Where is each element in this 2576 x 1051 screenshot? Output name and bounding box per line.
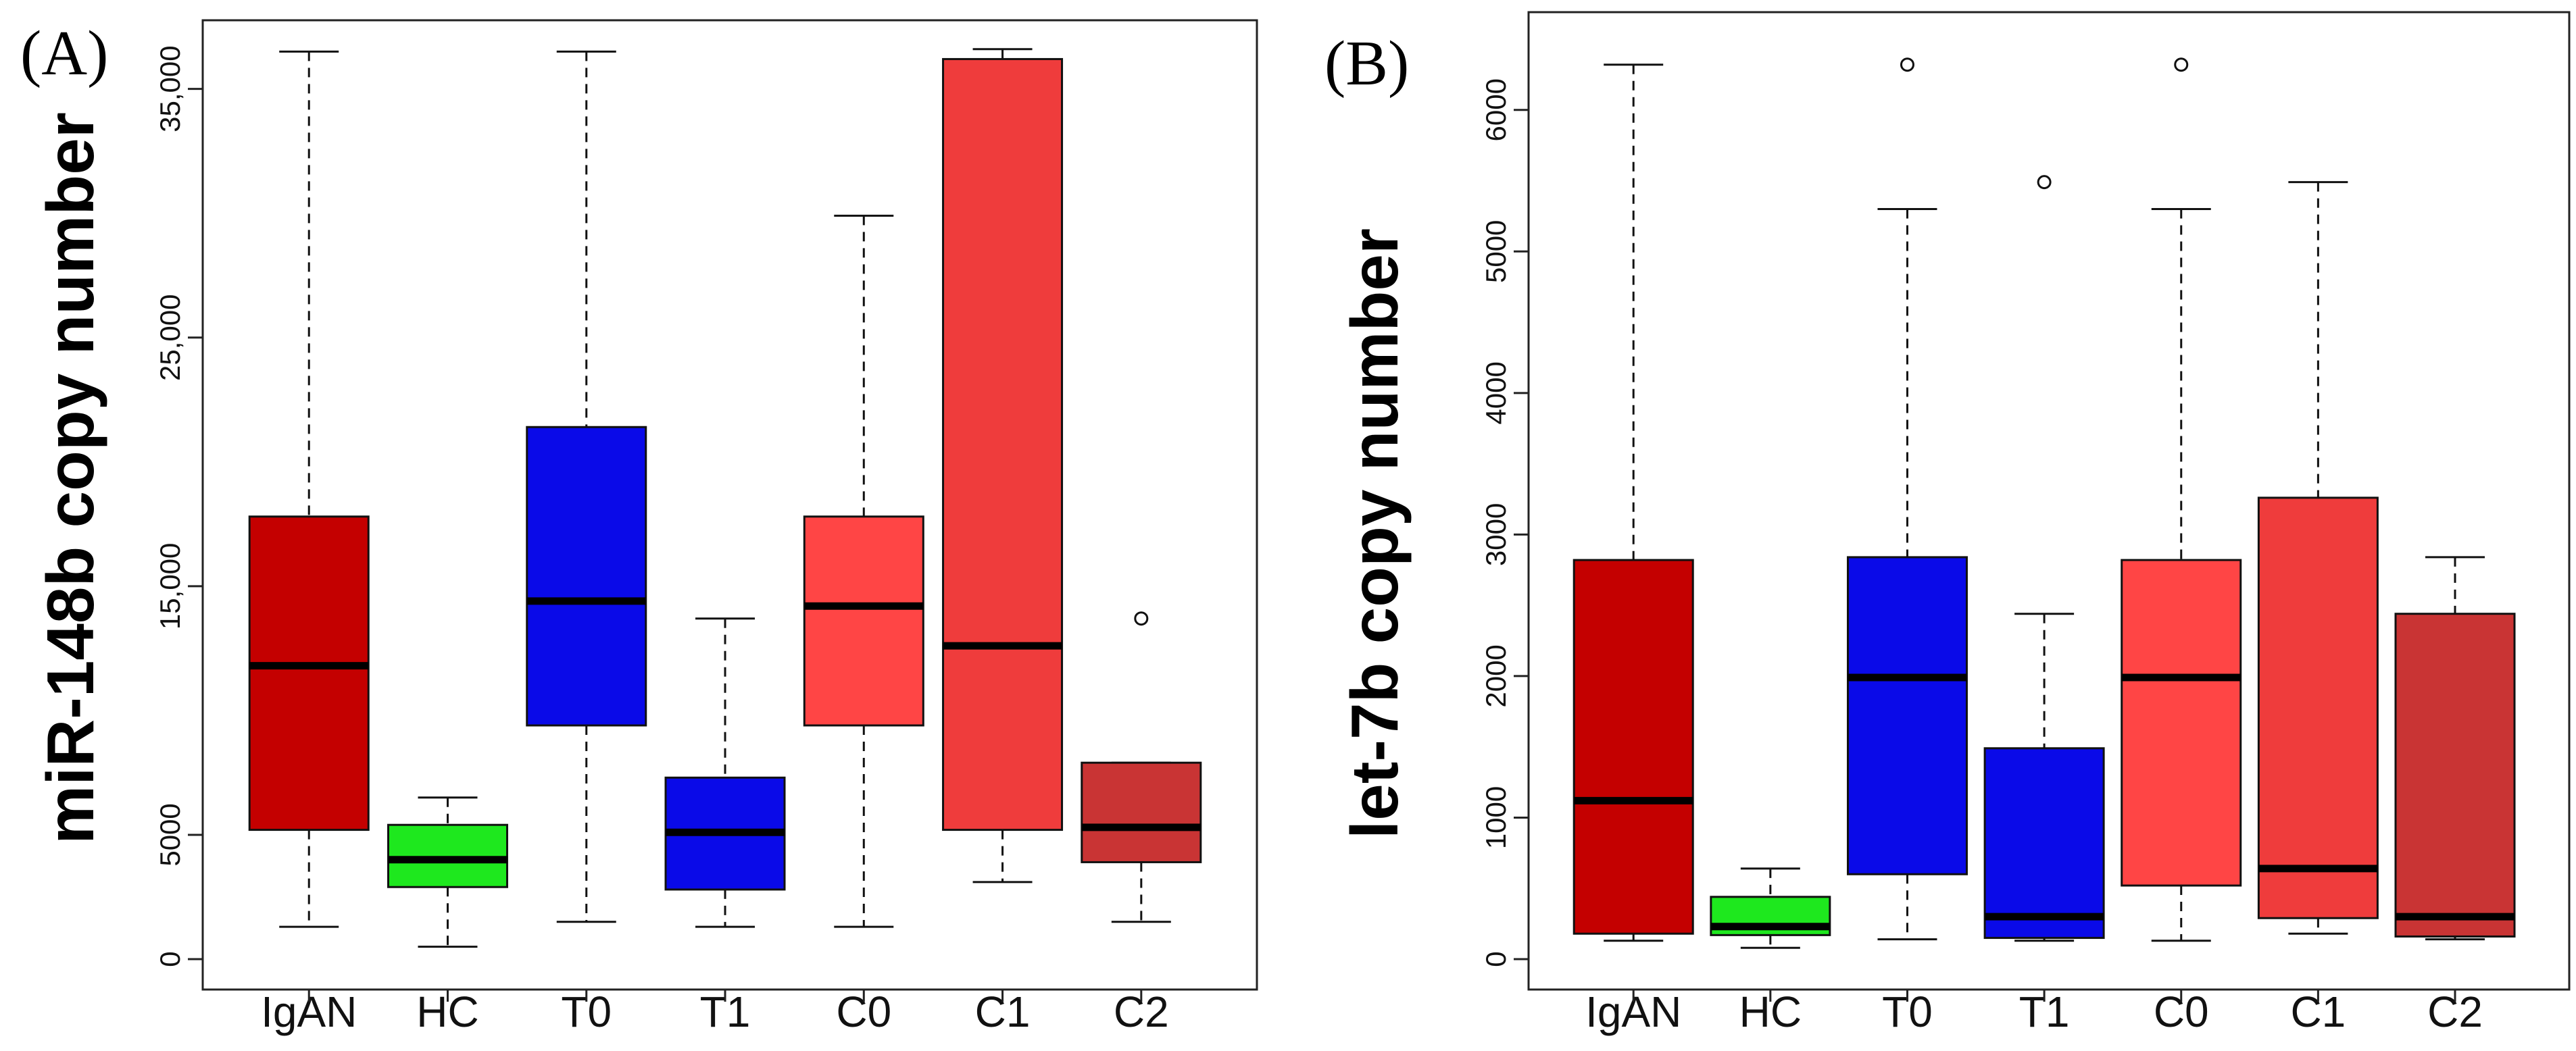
outlier-point bbox=[2037, 175, 2052, 190]
panel-a-boxes bbox=[248, 48, 1202, 948]
panel-b-y-axis: 0 1000 2000 3000 4000 5000 6000 bbox=[1480, 78, 1529, 967]
panel-b-label: (B) bbox=[1324, 28, 1409, 99]
box-body bbox=[248, 515, 370, 831]
box-group bbox=[1572, 63, 1694, 942]
y-tick-label: 0 bbox=[154, 951, 186, 967]
box-group bbox=[1846, 57, 1968, 941]
panel-b-boxes bbox=[1572, 57, 2516, 949]
box-group bbox=[1983, 175, 2105, 942]
y-tick-label: 5000 bbox=[154, 803, 186, 866]
box-body bbox=[387, 823, 508, 888]
box-group bbox=[387, 796, 508, 948]
y-tick-label: 3000 bbox=[1480, 503, 1512, 566]
box-group bbox=[2121, 57, 2242, 942]
y-tick-label: 15,000 bbox=[154, 543, 186, 630]
box-body bbox=[2121, 559, 2242, 887]
panel-a-y-axis: 0 5000 15,000 25,000 35,000 bbox=[154, 45, 203, 967]
y-tick-label: 25,000 bbox=[154, 294, 186, 380]
box-group bbox=[2257, 181, 2379, 935]
panel-a-label: (A) bbox=[20, 18, 109, 88]
box-body bbox=[2257, 496, 2379, 919]
y-tick-label: 5000 bbox=[1480, 220, 1512, 283]
box-body bbox=[1983, 747, 2105, 940]
box-group bbox=[526, 50, 647, 923]
box-body bbox=[803, 515, 924, 727]
box-group bbox=[1710, 867, 1831, 949]
y-tick-label: 1000 bbox=[1480, 786, 1512, 849]
box-body bbox=[1572, 559, 1694, 935]
box-group bbox=[942, 48, 1064, 883]
panel-a: (A) miR-148b copy number 0 5000 15,000 25,0… bbox=[20, 18, 1258, 1036]
panel-b: (B) let-7b copy number 0 1000 2000 3000 4000… bbox=[1324, 11, 2571, 1036]
panel-a-x-axis-labels: IgAN HC T0 T1 C0 C1 C2 bbox=[261, 988, 1169, 1036]
box-group bbox=[2394, 556, 2516, 941]
y-tick-label: 35,000 bbox=[154, 45, 186, 132]
y-tick-label: 6000 bbox=[1480, 78, 1512, 141]
box-body bbox=[1846, 556, 1968, 875]
panel-b-plot-frame bbox=[1527, 11, 2571, 991]
box-group bbox=[664, 617, 786, 928]
y-tick-label: 4000 bbox=[1480, 361, 1512, 424]
y-tick-label: 0 bbox=[1480, 951, 1512, 967]
outlier-point bbox=[1900, 57, 1914, 72]
y-tick-label: 2000 bbox=[1480, 644, 1512, 707]
box-group bbox=[1081, 611, 1202, 923]
box-body bbox=[2394, 613, 2516, 938]
box-body bbox=[1081, 761, 1202, 863]
panel-b-x-axis-labels: IgAN HC T0 T1 C0 C1 C2 bbox=[1585, 988, 2483, 1036]
box-group bbox=[803, 214, 924, 928]
box-body bbox=[942, 57, 1064, 831]
box-body bbox=[526, 426, 647, 727]
outlier-point bbox=[1134, 611, 1149, 626]
panel-a-plot-frame bbox=[201, 19, 1258, 991]
panel-b-y-axis-label: let-7b copy number bbox=[1337, 228, 1412, 839]
box-group bbox=[248, 50, 370, 928]
panel-a-y-axis-label: miR-148b copy number bbox=[33, 112, 107, 844]
outlier-point bbox=[2174, 57, 2189, 72]
